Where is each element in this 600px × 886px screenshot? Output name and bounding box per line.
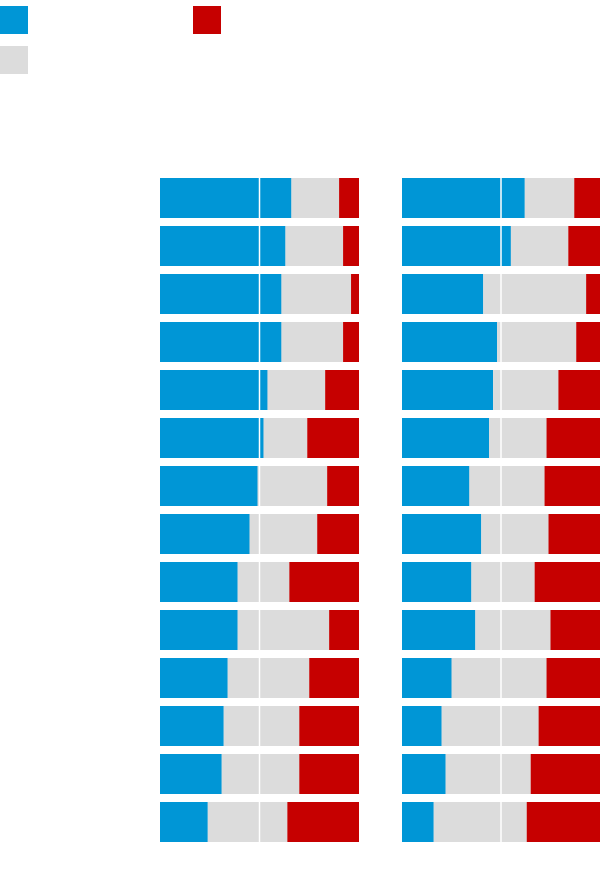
panel-1 xyxy=(160,178,359,842)
bar-segment-gray-p2-r4 xyxy=(497,322,577,362)
bar-segment-gray-p2-r12 xyxy=(441,706,539,746)
legend-swatch-red xyxy=(193,6,221,34)
bar-segment-gray-p2-r7 xyxy=(469,466,545,506)
bar-segment-blue-p2-r1 xyxy=(402,178,525,218)
bar-segment-gray-p1-r13 xyxy=(221,754,300,794)
legend xyxy=(0,0,600,80)
bar-segment-blue-p2-r7 xyxy=(402,466,470,506)
bar-segment-gray-p1-r14 xyxy=(207,802,288,842)
bar-segment-red-p1-r9 xyxy=(289,562,359,602)
bar-segment-gray-p2-r3 xyxy=(483,274,587,314)
bar-segment-gray-p1-r3 xyxy=(281,274,352,314)
bar-segment-blue-p2-r14 xyxy=(402,802,434,842)
bar-segment-blue-p1-r5 xyxy=(160,370,268,410)
bar-segment-red-p2-r11 xyxy=(546,658,600,698)
bar-segment-gray-p1-r9 xyxy=(237,562,290,602)
legend-swatch-blue xyxy=(0,6,28,34)
bar-segment-blue-p1-r11 xyxy=(160,658,228,698)
bar-segment-red-p2-r12 xyxy=(538,706,600,746)
bar-segment-red-p1-r10 xyxy=(329,610,359,650)
bar-segment-blue-p1-r2 xyxy=(160,226,286,266)
bar-segment-red-p2-r9 xyxy=(534,562,600,602)
bar-segment-gray-p2-r1 xyxy=(524,178,575,218)
bar-segment-red-p1-r7 xyxy=(327,466,359,506)
bar-segment-red-p2-r6 xyxy=(546,418,600,458)
bar-segment-red-p2-r4 xyxy=(576,322,600,362)
bar-segment-red-p1-r6 xyxy=(307,418,359,458)
bar-segment-blue-p1-r10 xyxy=(160,610,238,650)
bar-segment-red-p1-r11 xyxy=(309,658,359,698)
bar-segment-blue-p1-r12 xyxy=(160,706,224,746)
bar-segment-blue-p1-r6 xyxy=(160,418,264,458)
bar-segment-blue-p2-r10 xyxy=(402,610,476,650)
bar-segment-blue-p1-r13 xyxy=(160,754,222,794)
bar-segment-blue-p2-r4 xyxy=(402,322,498,362)
bar-segment-red-p2-r7 xyxy=(544,466,600,506)
legend-swatch-gray xyxy=(0,46,28,74)
bar-segment-gray-p2-r13 xyxy=(445,754,531,794)
bar-segment-blue-p2-r11 xyxy=(402,658,452,698)
bar-segment-red-p2-r2 xyxy=(568,226,600,266)
bar-segment-red-p2-r5 xyxy=(558,370,600,410)
bar-segment-gray-p1-r4 xyxy=(281,322,344,362)
bar-segment-gray-p2-r5 xyxy=(493,370,559,410)
bar-segment-red-p1-r13 xyxy=(299,754,359,794)
bar-segment-red-p1-r5 xyxy=(325,370,359,410)
bar-segment-blue-p2-r8 xyxy=(402,514,482,554)
bar-segment-gray-p1-r10 xyxy=(237,610,330,650)
bar-segment-gray-p1-r1 xyxy=(291,178,340,218)
bar-segment-blue-p2-r5 xyxy=(402,370,494,410)
bar-segment-red-p1-r8 xyxy=(317,514,359,554)
bar-segment-blue-p1-r4 xyxy=(160,322,282,362)
bar-segment-red-p2-r14 xyxy=(526,802,600,842)
bar-segment-red-p1-r1 xyxy=(339,178,359,218)
bar-segment-blue-p2-r9 xyxy=(402,562,472,602)
bar-segment-blue-p2-r3 xyxy=(402,274,484,314)
panel-2 xyxy=(402,178,600,842)
bar-segment-blue-p1-r8 xyxy=(160,514,250,554)
bar-segment-gray-p1-r12 xyxy=(223,706,300,746)
bar-segment-red-p2-r13 xyxy=(530,754,600,794)
bar-segment-blue-p2-r2 xyxy=(402,226,511,266)
bar-segment-gray-p1-r5 xyxy=(267,370,326,410)
bar-segment-blue-p2-r6 xyxy=(402,418,490,458)
bar-segment-blue-p2-r13 xyxy=(402,754,446,794)
bar-segment-gray-p2-r11 xyxy=(451,658,547,698)
bar-segment-gray-p2-r6 xyxy=(489,418,547,458)
bar-segment-gray-p1-r11 xyxy=(227,658,310,698)
bar-segment-gray-p2-r14 xyxy=(433,802,527,842)
bar-segment-gray-p2-r8 xyxy=(481,514,549,554)
bar-segment-blue-p1-r7 xyxy=(160,466,258,506)
bar-segment-gray-p2-r10 xyxy=(475,610,551,650)
bar-segment-red-p1-r12 xyxy=(299,706,359,746)
bar-segment-red-p2-r1 xyxy=(574,178,600,218)
bar-segment-gray-p1-r6 xyxy=(263,418,308,458)
bar-segment-blue-p1-r1 xyxy=(160,178,292,218)
bar-segment-red-p2-r3 xyxy=(586,274,600,314)
bar-segment-blue-p1-r3 xyxy=(160,274,282,314)
bar-segment-gray-p1-r7 xyxy=(257,466,328,506)
bar-segment-red-p1-r2 xyxy=(343,226,359,266)
bar-segment-blue-p1-r9 xyxy=(160,562,238,602)
bar-segment-gray-p1-r8 xyxy=(249,514,318,554)
bar-segment-gray-p2-r2 xyxy=(510,226,569,266)
bar-segment-red-p2-r10 xyxy=(550,610,600,650)
bar-segment-blue-p1-r14 xyxy=(160,802,208,842)
bar-segment-gray-p2-r9 xyxy=(471,562,535,602)
bar-segment-red-p2-r8 xyxy=(548,514,600,554)
bar-segment-red-p1-r14 xyxy=(287,802,359,842)
bar-segment-red-p1-r4 xyxy=(343,322,359,362)
bar-segment-gray-p1-r2 xyxy=(285,226,344,266)
bar-segment-blue-p2-r12 xyxy=(402,706,442,746)
bar-segment-red-p1-r3 xyxy=(351,274,359,314)
